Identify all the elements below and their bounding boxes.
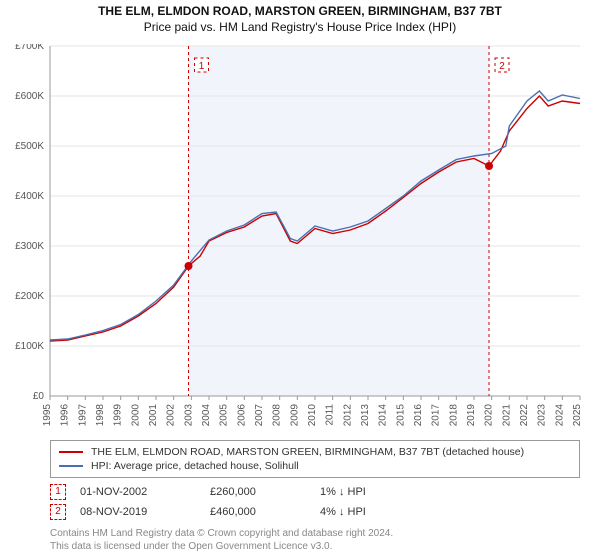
svg-text:2011: 2011 <box>325 404 336 426</box>
tx-date: 08-NOV-2019 <box>80 506 210 518</box>
legend-swatch-hpi <box>59 465 83 467</box>
svg-text:1996: 1996 <box>60 404 71 427</box>
svg-text:1999: 1999 <box>113 404 124 427</box>
svg-text:2019: 2019 <box>466 404 477 427</box>
legend-swatch-subject <box>59 451 83 453</box>
legend-label-hpi: HPI: Average price, detached house, Soli… <box>91 460 299 472</box>
svg-text:2024: 2024 <box>554 404 565 427</box>
svg-text:£0: £0 <box>33 391 45 402</box>
svg-text:2008: 2008 <box>272 404 283 427</box>
svg-text:2015: 2015 <box>395 404 406 427</box>
marker-icon: 1 <box>50 484 66 500</box>
footnote: Contains HM Land Registry data © Crown c… <box>50 528 393 553</box>
svg-text:2002: 2002 <box>166 404 177 427</box>
svg-text:2021: 2021 <box>501 404 512 427</box>
svg-text:2000: 2000 <box>130 404 141 427</box>
legend-label-subject: THE ELM, ELMDON ROAD, MARSTON GREEN, BIR… <box>91 446 524 458</box>
chart-svg: £0 £100K £200K £300K £400K £500K £600K £700K 199… <box>6 44 584 436</box>
marker-icon: 2 <box>50 504 66 520</box>
svg-text:1998: 1998 <box>95 404 106 427</box>
legend-box: THE ELM, ELMDON ROAD, MARSTON GREEN, BIR… <box>50 440 580 478</box>
svg-text:2022: 2022 <box>519 404 530 427</box>
svg-text:2014: 2014 <box>378 404 389 427</box>
svg-text:£700K: £700K <box>15 44 44 52</box>
chart-container: THE ELM, ELMDON ROAD, MARSTON GREEN, BIR… <box>0 0 600 560</box>
svg-text:2001: 2001 <box>148 404 159 427</box>
svg-text:2004: 2004 <box>201 404 212 427</box>
svg-text:2: 2 <box>499 61 505 72</box>
svg-text:2013: 2013 <box>360 404 371 427</box>
tx-pct: 1% ↓ HPI <box>320 486 430 498</box>
chart-area: £0£100K£200K£300K£400K£500K£600K£700K199… <box>50 44 580 394</box>
footnote-line-1: Contains HM Land Registry data © Crown c… <box>50 528 393 541</box>
svg-text:1995: 1995 <box>42 404 53 427</box>
svg-text:1: 1 <box>199 61 205 72</box>
svg-text:£100K: £100K <box>15 341 44 352</box>
footnote-line-2: This data is licensed under the Open Gov… <box>50 541 393 554</box>
svg-text:2020: 2020 <box>484 404 495 427</box>
svg-text:2025: 2025 <box>572 404 583 427</box>
legend-row-hpi: HPI: Average price, detached house, Soli… <box>59 459 571 473</box>
svg-text:2007: 2007 <box>254 404 265 427</box>
tx-pct: 4% ↓ HPI <box>320 506 430 518</box>
svg-text:2017: 2017 <box>431 404 442 427</box>
svg-text:2005: 2005 <box>219 404 230 427</box>
svg-text:2023: 2023 <box>537 404 548 427</box>
svg-text:1997: 1997 <box>77 404 88 427</box>
svg-text:£600K: £600K <box>15 91 44 102</box>
tx-price: £260,000 <box>210 486 320 498</box>
tx-date: 01-NOV-2002 <box>80 486 210 498</box>
title-line-1: THE ELM, ELMDON ROAD, MARSTON GREEN, BIR… <box>0 4 600 18</box>
tx-price: £460,000 <box>210 506 320 518</box>
svg-text:£200K: £200K <box>15 291 44 302</box>
table-row: 1 01-NOV-2002 £260,000 1% ↓ HPI <box>50 482 580 502</box>
title-line-2: Price paid vs. HM Land Registry's House … <box>0 20 600 34</box>
svg-text:£500K: £500K <box>15 141 44 152</box>
svg-text:2006: 2006 <box>236 404 247 427</box>
title-block: THE ELM, ELMDON ROAD, MARSTON GREEN, BIR… <box>0 0 600 34</box>
svg-text:2018: 2018 <box>448 404 459 427</box>
svg-text:2016: 2016 <box>413 404 424 427</box>
svg-text:£300K: £300K <box>15 241 44 252</box>
svg-text:2009: 2009 <box>289 404 300 427</box>
transaction-table: 1 01-NOV-2002 £260,000 1% ↓ HPI 2 08-NOV… <box>50 482 580 522</box>
legend-row-subject: THE ELM, ELMDON ROAD, MARSTON GREEN, BIR… <box>59 445 571 459</box>
svg-text:£400K: £400K <box>15 191 44 202</box>
svg-text:2003: 2003 <box>183 404 194 427</box>
svg-text:2010: 2010 <box>307 404 318 427</box>
table-row: 2 08-NOV-2019 £460,000 4% ↓ HPI <box>50 502 580 522</box>
svg-text:2012: 2012 <box>342 404 353 427</box>
